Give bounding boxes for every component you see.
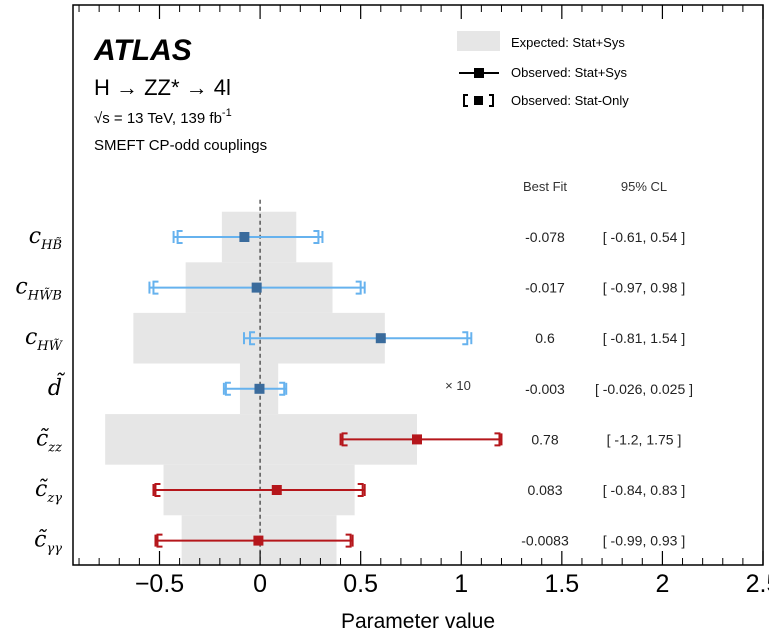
parameter-label: c̃γγ bbox=[34, 528, 62, 557]
scale-note: × 10 bbox=[445, 378, 471, 393]
x-tick-label: 2 bbox=[655, 570, 669, 598]
plot-frame bbox=[72, 4, 764, 566]
best-fit-value: 0.083 bbox=[527, 482, 562, 498]
cl-header: 95% CL bbox=[621, 179, 667, 194]
process-label: H → ZZ* → 4l bbox=[94, 75, 231, 100]
row-annotations: -0.078 [ -0.61, 0.54 ] -0.017 [ -0.97, 0.98… bbox=[521, 229, 693, 549]
legend-statonly-marker bbox=[474, 96, 483, 105]
legend: Expected: Stat+Sys Observed: Stat+Sys Ob… bbox=[457, 31, 629, 108]
best-fit-value: -0.017 bbox=[525, 280, 565, 296]
stat-only-right-bracket bbox=[313, 230, 320, 244]
best-fit-value: 0.6 bbox=[535, 330, 555, 346]
confidence-interval: [ -0.97, 0.98 ] bbox=[603, 280, 686, 296]
x-tick-label: −0.5 bbox=[135, 570, 184, 598]
legend-expected-label: Expected: Stat+Sys bbox=[511, 35, 625, 50]
parameter-label: cHW̃ bbox=[25, 325, 64, 354]
stat-only-right-bracket bbox=[357, 483, 364, 497]
model-label: SMEFT CP-odd couplings bbox=[94, 137, 267, 154]
legend-statonly-left-bracket bbox=[463, 94, 468, 107]
best-fit-marker bbox=[271, 485, 282, 495]
confidence-interval: [ -0.99, 0.93 ] bbox=[603, 533, 686, 549]
best-fit-marker bbox=[375, 333, 386, 344]
parameter-label: c̃zz bbox=[36, 426, 62, 455]
y-axis-labels: cHB̃ cHW̃B cHW̃ d̃ c̃zz c̃zγ c̃γγ bbox=[15, 224, 65, 557]
parameter-label: cHB̃ bbox=[29, 224, 62, 253]
stat-only-left-bracket bbox=[341, 432, 348, 447]
x-tick-label: 0.5 bbox=[343, 570, 378, 598]
best-fit-value: -0.0083 bbox=[521, 533, 569, 549]
best-fit-marker bbox=[253, 535, 264, 546]
legend-observed-label: Observed: Stat+Sys bbox=[511, 65, 627, 80]
observed-intervals bbox=[148, 230, 503, 548]
stat-only-left-bracket bbox=[249, 331, 256, 346]
x-tick-label: 1 bbox=[454, 570, 468, 598]
best-fit-value: -0.003 bbox=[525, 381, 565, 397]
best-fit-header: Best Fit bbox=[523, 179, 567, 194]
x-axis-label: Parameter value bbox=[341, 610, 495, 633]
confidence-interval: [ -1.2, 1.75 ] bbox=[607, 431, 682, 447]
stat-only-right-bracket bbox=[355, 280, 362, 295]
stat-only-left-bracket bbox=[224, 381, 231, 396]
confidence-interval: [ -0.84, 0.83 ] bbox=[603, 482, 686, 498]
energy-lumi-label: √s = 13 TeV, 139 fb-1 bbox=[94, 107, 232, 127]
stat-only-right-bracket bbox=[494, 432, 501, 447]
stat-only-left-bracket bbox=[154, 483, 161, 497]
experiment-title: ATLAS bbox=[93, 34, 192, 67]
x-tick-label: 2.5 bbox=[746, 570, 769, 598]
x-axis: −0.5 0 0.5 1 1.5 2 2.5 bbox=[78, 5, 769, 598]
legend-observed-marker bbox=[474, 68, 484, 78]
stat-only-left-bracket bbox=[156, 533, 163, 548]
stat-only-left-bracket bbox=[176, 230, 183, 244]
legend-statonly-right-bracket bbox=[489, 94, 494, 107]
best-fit-marker bbox=[254, 383, 265, 394]
best-fit-value: 0.78 bbox=[531, 431, 558, 447]
confidence-interval: [ -0.81, 1.54 ] bbox=[603, 330, 686, 346]
parameter-label: cHW̃B bbox=[15, 275, 62, 304]
best-fit-marker bbox=[239, 232, 250, 242]
stat-only-right-bracket bbox=[279, 381, 286, 396]
parameter-label: c̃zγ bbox=[35, 477, 62, 506]
x-tick-label: 1.5 bbox=[544, 570, 579, 598]
confidence-interval: [ -0.026, 0.025 ] bbox=[595, 381, 693, 397]
stat-only-right-bracket bbox=[462, 331, 469, 346]
x-tick-label: 0 bbox=[253, 570, 267, 598]
best-fit-marker bbox=[251, 282, 262, 293]
best-fit-value: -0.078 bbox=[525, 229, 565, 245]
confidence-interval: [ -0.61, 0.54 ] bbox=[603, 229, 686, 245]
stat-only-right-bracket bbox=[345, 533, 352, 548]
legend-statonly-label: Observed: Stat-Only bbox=[511, 93, 629, 108]
legend-expected-swatch bbox=[457, 31, 500, 51]
best-fit-marker bbox=[411, 434, 422, 445]
stat-only-left-bracket bbox=[152, 280, 159, 295]
parameter-label: d̃ bbox=[48, 371, 66, 401]
